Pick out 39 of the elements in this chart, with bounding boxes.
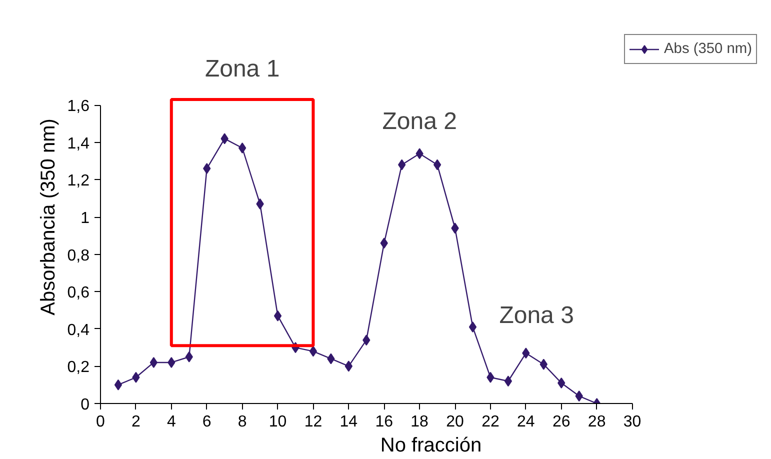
x-tick-label: 20 xyxy=(446,414,464,430)
x-tick-label: 10 xyxy=(268,414,287,430)
y-tick-label: 1 xyxy=(80,210,90,227)
y-tick-label: 0,6 xyxy=(67,284,90,302)
y-tick-label: 0 xyxy=(80,396,90,414)
y-tick-label: 1,6 xyxy=(67,98,90,116)
y-tick-label: 0,2 xyxy=(67,359,90,376)
x-tick-label: 0 xyxy=(96,414,106,430)
x-axis-title: No fracción xyxy=(380,434,482,456)
legend-label: Abs (350 nm) xyxy=(664,41,752,57)
point xyxy=(309,346,318,357)
y-axis-title: Absorbancia (350 nm) xyxy=(37,118,60,316)
x-tick-label: 30 xyxy=(623,414,642,430)
x-tick-label: 18 xyxy=(410,414,429,430)
x-tick-label: 26 xyxy=(552,414,570,430)
x-tick-label: 14 xyxy=(340,414,358,430)
point xyxy=(468,322,477,333)
x-tick-label: 2 xyxy=(132,414,141,430)
point xyxy=(274,310,282,322)
annotation: Zona 3 xyxy=(499,302,574,329)
point xyxy=(238,142,246,154)
point xyxy=(504,376,512,387)
y-tick-label: 0,4 xyxy=(67,322,90,339)
point xyxy=(114,379,122,390)
y-tick-label: 1,4 xyxy=(67,135,90,152)
x-tick-label: 24 xyxy=(517,414,535,430)
annotation: Zona 2 xyxy=(382,108,457,135)
x-tick-label: 28 xyxy=(588,414,606,430)
y-tick-label: 1,2 xyxy=(67,172,90,190)
point xyxy=(150,356,158,368)
point xyxy=(433,159,442,170)
x-tick-label: 4 xyxy=(166,414,176,430)
text: Zona 1 xyxy=(204,56,280,83)
x-tick-label: 8 xyxy=(238,414,247,430)
x-tick-label: 12 xyxy=(304,414,322,430)
x-tick-label: 6 xyxy=(202,414,212,430)
x-tick-label: 22 xyxy=(482,414,500,430)
x-tick-label: 16 xyxy=(375,414,394,430)
y-tick-label: 0,8 xyxy=(67,247,90,264)
